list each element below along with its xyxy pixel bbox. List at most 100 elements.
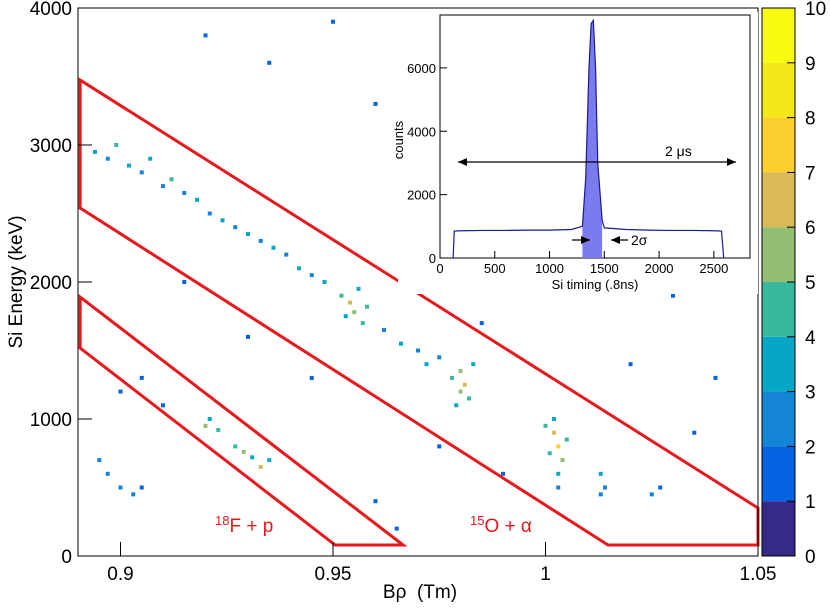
cell: [182, 190, 187, 195]
color-bar-segment: [762, 62, 795, 118]
cell: [131, 492, 136, 497]
cell: [373, 499, 378, 504]
cell: [462, 382, 467, 387]
cell: [169, 177, 174, 182]
cell: [598, 492, 603, 497]
color-bar-tick-label: 2: [805, 437, 816, 458]
y-tick-label: 2000: [30, 273, 72, 294]
cell: [203, 423, 208, 428]
color-bar: 0 1 2 3 4 5 6 7 8 9 10: [761, 0, 826, 568]
cell: [713, 375, 718, 380]
cell: [203, 33, 208, 38]
cell: [365, 304, 369, 309]
cell: [220, 218, 225, 223]
cell: [598, 471, 603, 476]
cell: [127, 163, 131, 168]
x-tick-label: 0.95: [315, 564, 352, 585]
cell: [241, 449, 246, 454]
arrow-head: [581, 236, 590, 244]
cell: [105, 471, 110, 476]
cell: [471, 362, 476, 367]
cell: [233, 444, 238, 449]
cell: [207, 211, 212, 216]
inset-x-tick-label: 2000: [645, 261, 674, 276]
y-tick-label: 0: [61, 547, 72, 568]
color-bar-segment: [762, 8, 795, 63]
cell: [458, 389, 463, 394]
inset-y-tick-label: 2000: [407, 188, 436, 203]
cell: [348, 300, 352, 305]
main-plot: 18F + p 15O + α 0.9 0.95 1 1.05 0 1000 2000 3000 4…: [30, 0, 777, 585]
cell: [309, 273, 314, 278]
cell: [267, 60, 272, 65]
cut-label: 15O + α: [470, 513, 532, 537]
cell: [356, 286, 361, 291]
cell: [139, 485, 144, 490]
cell: [603, 485, 607, 490]
cell: [556, 444, 561, 449]
color-bar-tick-label: 3: [805, 383, 816, 404]
cut-polygon: [78, 77, 760, 547]
inset-x-tick-label: 2500: [699, 261, 728, 276]
color-bar-tick-label: 1: [805, 492, 816, 513]
y-tick-label: 3000: [30, 136, 72, 157]
cell: [233, 225, 238, 230]
cell: [331, 19, 335, 24]
cell: [382, 327, 386, 332]
cell: [246, 334, 250, 339]
color-bar-tick-label: 8: [805, 109, 816, 130]
cell: [479, 321, 484, 326]
cell: [339, 293, 344, 298]
cut-label-name: F + p: [229, 516, 273, 537]
y-tick-label: 1000: [30, 410, 72, 431]
cell: [118, 389, 123, 394]
color-bar-tick-label: 10: [805, 0, 826, 20]
cell: [250, 455, 255, 460]
color-bar-tick-label: 9: [805, 54, 816, 75]
arrow-head: [611, 236, 620, 244]
cell: [118, 485, 123, 490]
span-label: 2 μs: [665, 143, 692, 159]
inset-y-tick-label: 6000: [407, 61, 436, 76]
cell: [343, 314, 348, 319]
cell: [552, 430, 556, 435]
cell: [649, 492, 654, 497]
cell: [467, 396, 471, 401]
cell: [139, 375, 144, 380]
inset-x-tick-label: 1500: [590, 261, 619, 276]
cell: [547, 451, 552, 456]
cell: [450, 375, 454, 380]
cell: [207, 417, 212, 421]
cut-polygon: [78, 294, 408, 547]
cell: [105, 156, 110, 161]
cell: [560, 458, 565, 463]
inset-y-tick-label: 4000: [407, 124, 436, 139]
cut-label-mass: 15: [470, 513, 484, 528]
color-bar-segment: [762, 446, 795, 502]
cut-label: 18F + p: [215, 513, 273, 537]
inset-x-tick-label: 0: [436, 261, 443, 276]
x-tick-label: 1: [540, 564, 551, 585]
cell: [437, 355, 442, 360]
inset-x-tick-label: 1000: [535, 261, 564, 276]
y-tick-label: 4000: [30, 0, 72, 20]
color-bar-tick-label: 6: [805, 218, 816, 239]
color-bar-segment: [762, 336, 795, 392]
color-bar-segment: [762, 172, 795, 228]
color-bar-segment: [762, 282, 795, 337]
cell: [458, 369, 463, 374]
cell: [114, 143, 119, 147]
cell: [97, 458, 102, 463]
inset-plot: 0 500 1000 1500 2000 2500 0 2000 4000 6000 Si timi…: [391, 12, 758, 294]
cell: [552, 417, 556, 421]
cell: [416, 348, 420, 353]
cell: [267, 458, 272, 463]
cell: [322, 280, 327, 284]
cell: [399, 341, 403, 346]
cell: [161, 403, 165, 408]
cell: [454, 403, 459, 408]
color-bar-segment: [762, 501, 795, 556]
x-tick-label: 0.9: [107, 564, 133, 585]
cell: [195, 197, 199, 202]
